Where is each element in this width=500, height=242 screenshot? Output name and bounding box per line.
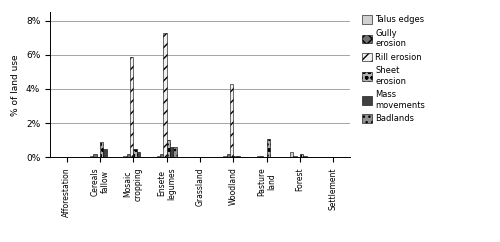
Bar <box>136 152 140 157</box>
Bar <box>224 156 226 157</box>
Bar <box>126 154 130 157</box>
Bar <box>174 147 176 157</box>
Bar <box>304 156 306 157</box>
Bar <box>166 140 170 157</box>
Y-axis label: % of land use: % of land use <box>12 54 20 115</box>
Bar <box>294 156 296 157</box>
Bar <box>90 156 94 157</box>
Bar <box>266 138 270 157</box>
Legend: Talus edges, Gully
erosion, Rill erosion, Sheet
erosion, Mass
movements, Badland: Talus edges, Gully erosion, Rill erosion… <box>360 13 426 125</box>
Bar <box>256 156 260 157</box>
Bar <box>164 33 166 157</box>
Bar <box>230 84 234 157</box>
Bar <box>156 156 160 157</box>
Bar <box>94 154 96 157</box>
Bar <box>260 156 264 157</box>
Bar <box>170 147 173 157</box>
Bar <box>130 57 134 157</box>
Bar <box>160 154 164 157</box>
Bar <box>290 152 294 157</box>
Bar <box>104 149 106 157</box>
Bar <box>100 142 103 157</box>
Bar <box>134 149 136 157</box>
Bar <box>234 156 236 157</box>
Bar <box>226 154 230 157</box>
Bar <box>236 156 240 157</box>
Bar <box>124 156 126 157</box>
Bar <box>300 154 304 157</box>
